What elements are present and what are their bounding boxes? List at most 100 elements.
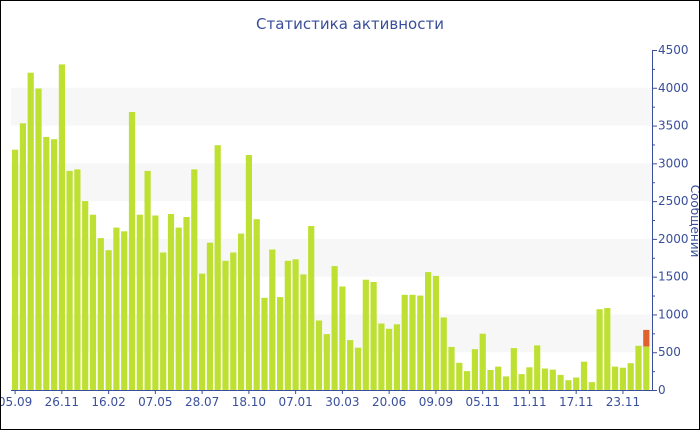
bar: [222, 260, 229, 390]
y-tick-label: 3500: [658, 119, 689, 133]
bar: [580, 361, 588, 390]
x-tick-label: 05.09: [1, 395, 32, 409]
bar: [58, 64, 65, 391]
bar: [510, 348, 517, 390]
bar: [199, 273, 206, 390]
bar: [230, 252, 237, 390]
x-tick-label: 26.11: [45, 395, 79, 409]
bar: [386, 328, 393, 390]
bar: [105, 250, 112, 390]
bar: [82, 201, 89, 390]
bar: [277, 297, 284, 390]
bar: [612, 366, 619, 390]
y-tick-label: 3000: [658, 156, 689, 170]
bar: [643, 329, 650, 347]
y-tick-label: 4500: [658, 43, 689, 57]
bar: [128, 112, 136, 390]
bar: [206, 242, 213, 390]
x-tick-label: 07.01: [278, 395, 312, 409]
bar: [573, 377, 580, 390]
x-tick-label: 07.05: [138, 395, 172, 409]
bar: [136, 214, 143, 390]
bar: [167, 214, 175, 390]
bar: [440, 317, 447, 390]
y-tick-label: 1000: [658, 307, 689, 321]
bar: [604, 308, 611, 390]
bar: [347, 340, 354, 390]
x-tick-label: 28.07: [185, 395, 219, 409]
bar: [300, 274, 307, 390]
bar: [549, 369, 556, 390]
bar: [152, 215, 159, 390]
bar: [370, 282, 377, 390]
axes: 05.09 26.11 16.02 07.05 28.07 18.10 07.01 30.03…: [1, 43, 689, 409]
chart-title: Статистика активности: [256, 15, 444, 33]
bar: [269, 249, 276, 390]
bar: [97, 238, 104, 390]
y-tick-label: 2500: [658, 194, 689, 208]
x-tick-label: 16.02: [91, 395, 125, 409]
bar: [43, 136, 50, 390]
bar: [643, 346, 650, 390]
bar: [627, 363, 634, 390]
bar: [261, 297, 268, 390]
bar: [526, 367, 533, 390]
bar: [339, 286, 346, 390]
bar: [635, 345, 642, 390]
y-axis-label: Сообщений: [688, 185, 699, 258]
bar: [35, 88, 42, 390]
bar: [565, 380, 572, 390]
bar: [557, 374, 564, 390]
bar: [214, 145, 221, 390]
x-tick-label: 17.11: [559, 395, 593, 409]
bar: [315, 320, 323, 390]
bar: [534, 345, 541, 390]
bar: [464, 371, 471, 390]
bar: [471, 349, 478, 390]
bar: [191, 169, 198, 390]
bar: [487, 370, 494, 390]
bar: [121, 231, 128, 390]
y-tick-label: 2000: [658, 232, 689, 246]
x-tick-label: 09.09: [419, 395, 453, 409]
grid-band: [11, 87, 652, 126]
bar: [409, 294, 416, 390]
bar: [183, 217, 190, 390]
y-tick-label: 500: [658, 345, 681, 359]
bar: [401, 294, 408, 390]
bar: [238, 233, 245, 390]
x-tick-label: 05.11: [465, 395, 499, 409]
bar: [354, 347, 362, 390]
bar: [425, 272, 432, 390]
bar: [160, 252, 167, 390]
bar: [432, 275, 439, 390]
bar: [331, 266, 338, 390]
bar: [308, 226, 315, 390]
bar: [448, 346, 455, 390]
bar: [66, 170, 73, 390]
bar: [284, 260, 291, 390]
y-tick-label: 0: [658, 383, 666, 397]
bar: [51, 139, 58, 390]
bar: [12, 149, 19, 390]
bars: [12, 64, 650, 391]
bar: [502, 376, 510, 390]
x-tick-label: 11.11: [512, 395, 546, 409]
bar: [27, 72, 34, 390]
bar: [518, 374, 525, 390]
y-tick-label: 1500: [658, 270, 689, 284]
x-tick-label: 18.10: [232, 395, 266, 409]
x-tick-label: 30.03: [325, 395, 359, 409]
bar: [245, 155, 252, 390]
bar: [144, 170, 151, 390]
y-tick-label: 4000: [658, 81, 689, 95]
bar: [19, 123, 26, 391]
bar: [323, 334, 330, 390]
bar: [378, 323, 385, 390]
grid-band: [11, 163, 652, 202]
bar: [74, 169, 81, 390]
bar: [619, 367, 626, 390]
bar: [588, 382, 595, 390]
